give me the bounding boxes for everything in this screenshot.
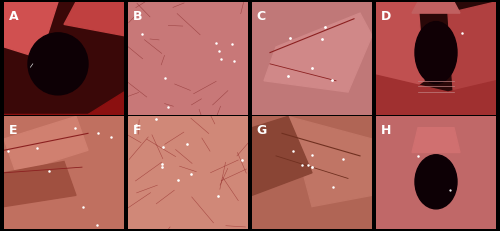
Text: F: F: [133, 124, 141, 137]
Polygon shape: [4, 116, 88, 173]
Polygon shape: [412, 128, 460, 152]
Polygon shape: [4, 92, 124, 115]
Text: C: C: [257, 10, 266, 23]
Polygon shape: [412, 2, 460, 13]
Polygon shape: [264, 13, 372, 92]
Polygon shape: [4, 2, 58, 58]
Ellipse shape: [28, 33, 88, 95]
Text: A: A: [9, 10, 18, 23]
Text: D: D: [381, 10, 391, 23]
Polygon shape: [252, 116, 312, 195]
Polygon shape: [376, 75, 496, 115]
Polygon shape: [4, 161, 76, 207]
Text: E: E: [9, 124, 18, 137]
Polygon shape: [448, 2, 496, 115]
Ellipse shape: [415, 155, 457, 209]
Polygon shape: [376, 2, 424, 115]
Text: H: H: [381, 124, 391, 137]
Text: B: B: [133, 10, 142, 23]
Text: G: G: [257, 124, 267, 137]
Polygon shape: [288, 116, 372, 207]
Polygon shape: [64, 2, 124, 36]
Ellipse shape: [415, 21, 457, 84]
